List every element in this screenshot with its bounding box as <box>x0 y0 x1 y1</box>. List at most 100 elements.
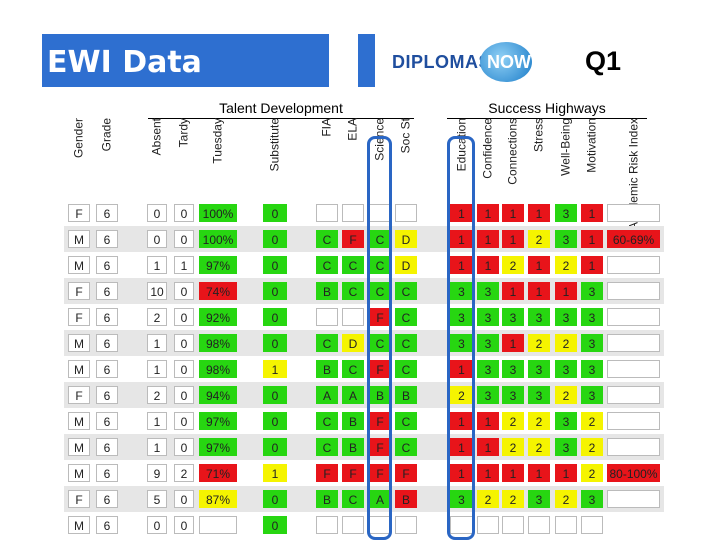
cell-absent: 1 <box>147 360 167 378</box>
cell-grade: 6 <box>96 360 118 378</box>
cell-connections: 2 <box>502 256 524 274</box>
cell-confidence: 1 <box>477 412 499 430</box>
cell-grade-soc-st: F <box>395 464 417 482</box>
cell-grade-fia: C <box>316 334 338 352</box>
cell-grade-science: A <box>369 490 391 508</box>
logo-text-now: NOW <box>487 52 531 72</box>
cell-confidence: 1 <box>477 256 499 274</box>
header-label: Tardy <box>176 118 191 148</box>
cell-stress: 3 <box>528 360 550 378</box>
cell-substitute: 0 <box>263 438 287 456</box>
cell-academic-risk <box>607 334 660 352</box>
cell-motivation: 3 <box>581 334 603 352</box>
page-title: EWI Data <box>47 45 202 80</box>
cell-education: 1 <box>450 438 473 456</box>
cell-well-being <box>555 516 577 534</box>
cell-absent: 0 <box>147 516 167 534</box>
cell-grade-ela: A <box>342 386 364 404</box>
cell-grade-fia <box>316 308 338 326</box>
cell-grade-ela: F <box>342 230 364 248</box>
cell-well-being: 1 <box>555 464 577 482</box>
cell-substitute: 0 <box>263 230 287 248</box>
cell-confidence: 3 <box>477 360 499 378</box>
cell-confidence: 3 <box>477 386 499 404</box>
cell-grade-soc-st: C <box>395 412 417 430</box>
cell-confidence: 3 <box>477 282 499 300</box>
cell-grade-soc-st: B <box>395 386 417 404</box>
cell-stress: 1 <box>528 282 550 300</box>
cell-stress: 1 <box>528 204 550 222</box>
cell-tardy: 0 <box>174 308 194 326</box>
cell-grade: 6 <box>96 412 118 430</box>
cell-grade: 6 <box>96 334 118 352</box>
cell-attendance: 87% <box>199 490 237 508</box>
cell-grade-fia: C <box>316 412 338 430</box>
cell-grade-fia <box>316 516 338 534</box>
header-stress: Stress <box>528 118 550 194</box>
cell-academic-risk <box>607 204 660 222</box>
cell-education: 1 <box>450 464 473 482</box>
cell-grade: 6 <box>96 230 118 248</box>
cell-confidence: 1 <box>477 464 499 482</box>
header-label: Grade <box>99 118 114 152</box>
cell-academic-risk <box>607 308 660 326</box>
header-substitute: Substitute <box>263 118 287 194</box>
cell-academic-risk <box>607 282 660 300</box>
cell-attendance: 97% <box>199 412 237 430</box>
cell-grade-science: C <box>369 334 391 352</box>
cell-grade: 6 <box>96 464 118 482</box>
cell-education: 3 <box>450 490 473 508</box>
cell-gender: F <box>68 308 90 326</box>
cell-confidence: 1 <box>477 438 499 456</box>
cell-academic-risk <box>607 490 660 508</box>
cell-connections: 3 <box>502 360 524 378</box>
cell-well-being: 3 <box>555 438 577 456</box>
cell-connections: 1 <box>502 204 524 222</box>
cell-tardy: 0 <box>174 412 194 430</box>
cell-well-being: 2 <box>555 490 577 508</box>
cell-confidence: 1 <box>477 230 499 248</box>
cell-connections: 2 <box>502 438 524 456</box>
cell-well-being: 1 <box>555 282 577 300</box>
cell-grade-science: F <box>369 308 391 326</box>
cell-grade: 6 <box>96 256 118 274</box>
cell-attendance: 94% <box>199 386 237 404</box>
header-tuesday: Tuesday <box>199 118 237 194</box>
cell-attendance: 100% <box>199 204 237 222</box>
cell-attendance <box>199 516 237 534</box>
cell-grade-ela: C <box>342 256 364 274</box>
cell-absent: 5 <box>147 490 167 508</box>
cell-gender: M <box>68 516 90 534</box>
header-label: ELA <box>345 118 360 141</box>
cell-motivation: 2 <box>581 438 603 456</box>
cell-attendance: 97% <box>199 438 237 456</box>
section-success-highways: Success Highways <box>447 100 647 119</box>
cell-grade-soc-st: D <box>395 256 417 274</box>
cell-substitute: 0 <box>263 490 287 508</box>
highlight-education-column <box>447 136 475 540</box>
highlight-science-column <box>367 136 392 540</box>
cell-grade: 6 <box>96 516 118 534</box>
cell-academic-risk <box>607 412 660 430</box>
cell-tardy: 0 <box>174 516 194 534</box>
cell-stress: 1 <box>528 464 550 482</box>
cell-grade-ela: C <box>342 282 364 300</box>
cell-education: 1 <box>450 230 473 248</box>
header-label: Confidence <box>480 118 495 179</box>
cell-grade-ela: D <box>342 334 364 352</box>
cell-stress: 3 <box>528 490 550 508</box>
header-label: Substitute <box>267 118 282 172</box>
cell-grade-soc-st: C <box>395 438 417 456</box>
cell-well-being: 2 <box>555 386 577 404</box>
diplomas-now-logo: DIPLOMAS NOW <box>392 42 537 82</box>
cell-gender: M <box>68 360 90 378</box>
cell-well-being: 3 <box>555 204 577 222</box>
cell-grade: 6 <box>96 308 118 326</box>
cell-connections: 3 <box>502 386 524 404</box>
cell-substitute: 0 <box>263 516 287 534</box>
section-talent-development: Talent Development <box>148 100 414 119</box>
header-confidence: Confidence <box>477 118 499 194</box>
cell-tardy: 0 <box>174 386 194 404</box>
cell-grade-science: F <box>369 360 391 378</box>
cell-well-being: 3 <box>555 230 577 248</box>
